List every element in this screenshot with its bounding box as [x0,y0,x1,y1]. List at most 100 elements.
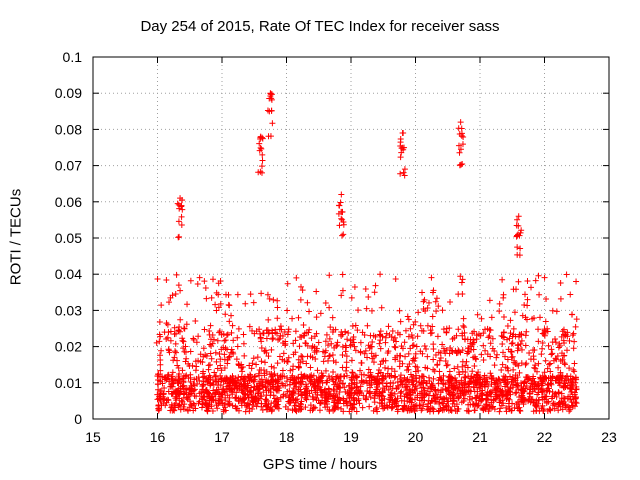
data-point [480,407,487,414]
data-point [551,405,558,412]
data-point [453,377,460,384]
data-point [430,408,437,415]
data-point [544,328,551,335]
data-point [490,403,497,410]
data-point [213,358,220,365]
data-point [283,358,290,365]
data-point [500,314,507,320]
data-point [467,340,474,347]
data-point [535,272,542,279]
data-point [251,396,258,403]
data-point [484,397,491,404]
data-point [269,120,276,127]
data-point [299,374,306,381]
data-point [329,314,336,321]
data-point [187,277,194,284]
data-point [350,339,357,346]
data-point [272,329,279,336]
data-point [548,346,555,353]
data-point [436,400,443,407]
data-point [457,273,464,280]
data-point [187,390,194,397]
data-point [378,377,385,384]
data-point [571,360,578,367]
data-point [406,407,413,414]
data-point [316,384,323,391]
data-point [258,163,265,170]
data-point [468,379,475,386]
data-point [187,374,194,381]
data-point [282,403,289,410]
data-point [323,379,330,386]
data-point [260,330,267,337]
data-point [478,390,485,397]
data-point [508,354,515,361]
data-point [218,396,225,403]
data-point [571,338,578,345]
data-point [353,408,360,415]
data-point [570,330,577,337]
data-point [510,286,517,293]
data-point [487,340,494,347]
data-point [326,352,333,359]
data-point [516,252,523,259]
data-point [300,321,307,328]
data-point [291,385,298,392]
data-point [425,392,432,399]
data-point [246,378,253,385]
data-point [496,408,503,415]
data-point [573,400,580,407]
data-point [307,364,314,371]
data-point [156,319,163,326]
data-point [538,351,545,358]
data-point [322,389,329,396]
data-point [526,389,533,396]
data-point [424,322,431,329]
data-point [383,330,390,337]
data-point [402,353,409,360]
data-point [334,339,341,346]
data-point [439,307,446,314]
data-point [515,362,522,369]
data-point [485,383,492,390]
data-point [470,336,477,343]
data-point [210,387,217,394]
data-point [187,348,194,355]
data-point [396,375,403,382]
data-point [183,355,190,362]
data-point [520,394,527,401]
data-point [352,347,359,354]
data-point [192,318,199,325]
data-point [424,353,431,360]
data-point [300,373,307,380]
data-point [330,378,337,385]
x-tick-label: 23 [601,429,617,445]
data-point [207,382,214,389]
data-point [371,289,378,296]
data-point [175,327,182,334]
data-point [185,407,192,414]
data-point [567,406,574,413]
data-point [366,345,373,352]
data-point [357,383,364,390]
data-point [435,303,442,310]
data-point [541,369,548,376]
data-point [514,232,521,239]
data-point [265,133,272,140]
data-point [417,322,424,329]
data-point [555,390,562,397]
data-point [336,373,343,380]
data-point [442,403,449,410]
data-point [299,353,306,360]
data-point [169,407,176,414]
data-point [212,301,219,308]
data-point [240,331,247,338]
data-points [153,90,580,415]
data-point [192,367,199,374]
data-point [410,342,417,349]
data-point [340,231,347,238]
data-point [308,335,315,342]
data-point [376,380,383,387]
data-point [220,408,227,415]
x-axis-label: GPS time / hours [262,456,378,473]
